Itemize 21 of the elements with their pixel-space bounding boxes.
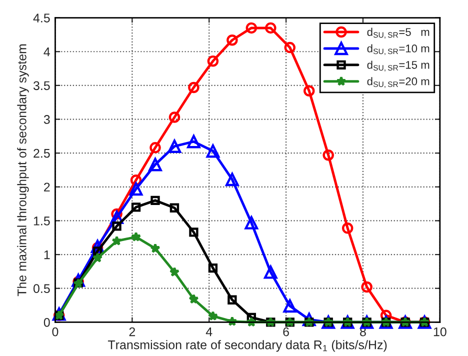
legend-label: d$_{SU,SR}$=15 m (367, 60, 430, 72)
y-tick-label: 2 (44, 182, 50, 192)
y-tick-label: 1.5 (34, 216, 50, 226)
legend-label: d$_{SU,SR}$=5 m (367, 28, 430, 39)
x-tick-label: 4 (206, 328, 212, 336)
y-tick-label: 0.5 (33, 284, 50, 294)
y-tick-label: 3 (44, 115, 50, 124)
x-tick-label: 10 (434, 327, 446, 336)
y-tick-label: 2.5 (34, 148, 50, 158)
y-tick-label: 4.5 (33, 14, 50, 22)
y-tick-label: 0 (44, 318, 50, 327)
x-tick-label: 0 (52, 327, 58, 336)
y-tick-label: 3.5 (33, 81, 50, 90)
x-axis-title: Transmission rate of secondary data R$_{1}$ (bits/s/Hz) (108, 340, 387, 352)
y-tick-label: 4 (44, 48, 50, 56)
legend-label: d$_{SU,SR}$=20 m (367, 77, 430, 88)
x-tick-label: 2 (129, 327, 136, 336)
legend-label: d$_{SU,SR}$=10 m (367, 44, 430, 56)
x-tick-label: 6 (283, 327, 289, 336)
y-tick-label: 1 (44, 250, 50, 260)
y-axis-title: The maximal throughput of secondary system (17, 44, 29, 296)
